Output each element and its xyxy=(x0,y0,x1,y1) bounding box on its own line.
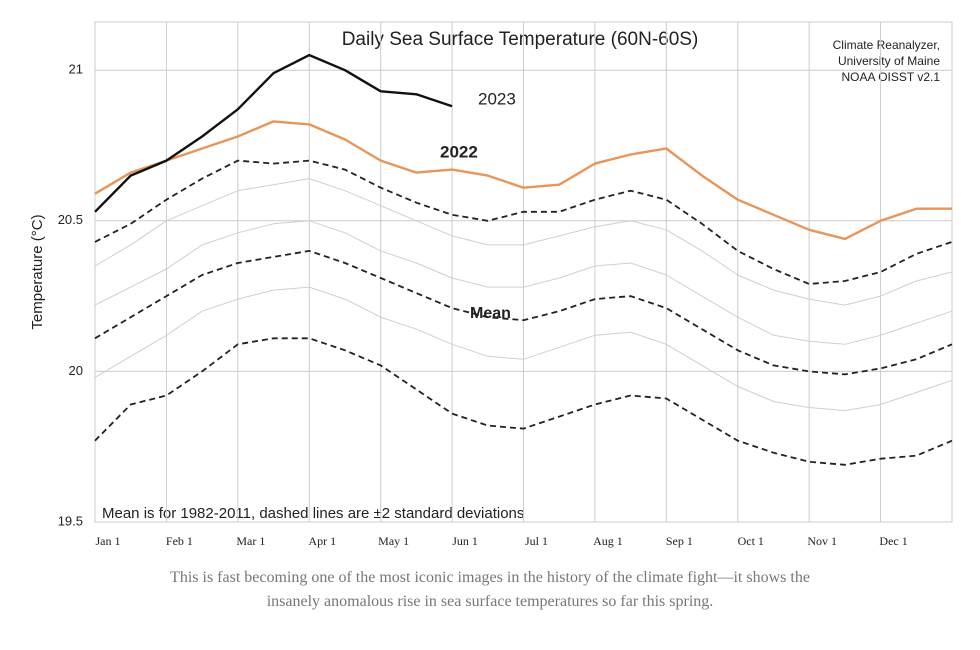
x-tick-label: Aug 1 xyxy=(593,534,623,548)
y-tick-label: 20.5 xyxy=(58,212,83,227)
series-line xyxy=(94,120,952,241)
series-label: 2022 xyxy=(440,142,478,161)
sd-line xyxy=(94,337,953,466)
credit-line: University of Maine xyxy=(838,54,940,68)
series-line xyxy=(94,53,453,213)
series-label: 2023 xyxy=(478,89,516,108)
x-tick-label: Feb 1 xyxy=(166,534,193,548)
x-tick-label: Mar 1 xyxy=(236,534,265,548)
x-tick-label: Apr 1 xyxy=(308,534,336,548)
x-tick-label: Jan 1 xyxy=(96,534,121,548)
x-tick-label: Jul 1 xyxy=(525,534,548,548)
sd-line xyxy=(94,159,953,285)
x-tick-label: Oct 1 xyxy=(738,534,764,548)
y-axis-title: Temperature (°C) xyxy=(29,214,46,329)
y-tick-label: 20 xyxy=(69,363,83,378)
caption: This is fast becoming one of the most ic… xyxy=(170,569,810,610)
x-tick-label: Nov 1 xyxy=(807,534,837,548)
x-tick-label: Jun 1 xyxy=(452,534,478,548)
series-label: Mean xyxy=(470,305,511,322)
y-tick-label: 21 xyxy=(69,62,83,77)
chart-note: Mean is for 1982-2011, dashed lines are … xyxy=(102,505,524,522)
year-line xyxy=(94,286,953,412)
series-line xyxy=(94,250,953,376)
x-tick-label: May 1 xyxy=(378,534,409,548)
year-line xyxy=(94,178,953,306)
x-tick-label: Sep 1 xyxy=(666,534,693,548)
credit-line: Climate Reanalyzer, xyxy=(833,38,940,52)
year-line xyxy=(94,220,953,345)
credit-line: NOAA OISST v2.1 xyxy=(842,70,941,84)
y-tick-label: 19.5 xyxy=(58,513,83,528)
chart: Daily Sea Surface Temperature (60N-60S) … xyxy=(29,21,953,548)
chart-title: Daily Sea Surface Temperature (60N-60S) xyxy=(342,29,699,50)
x-tick-label: Dec 1 xyxy=(879,534,907,548)
